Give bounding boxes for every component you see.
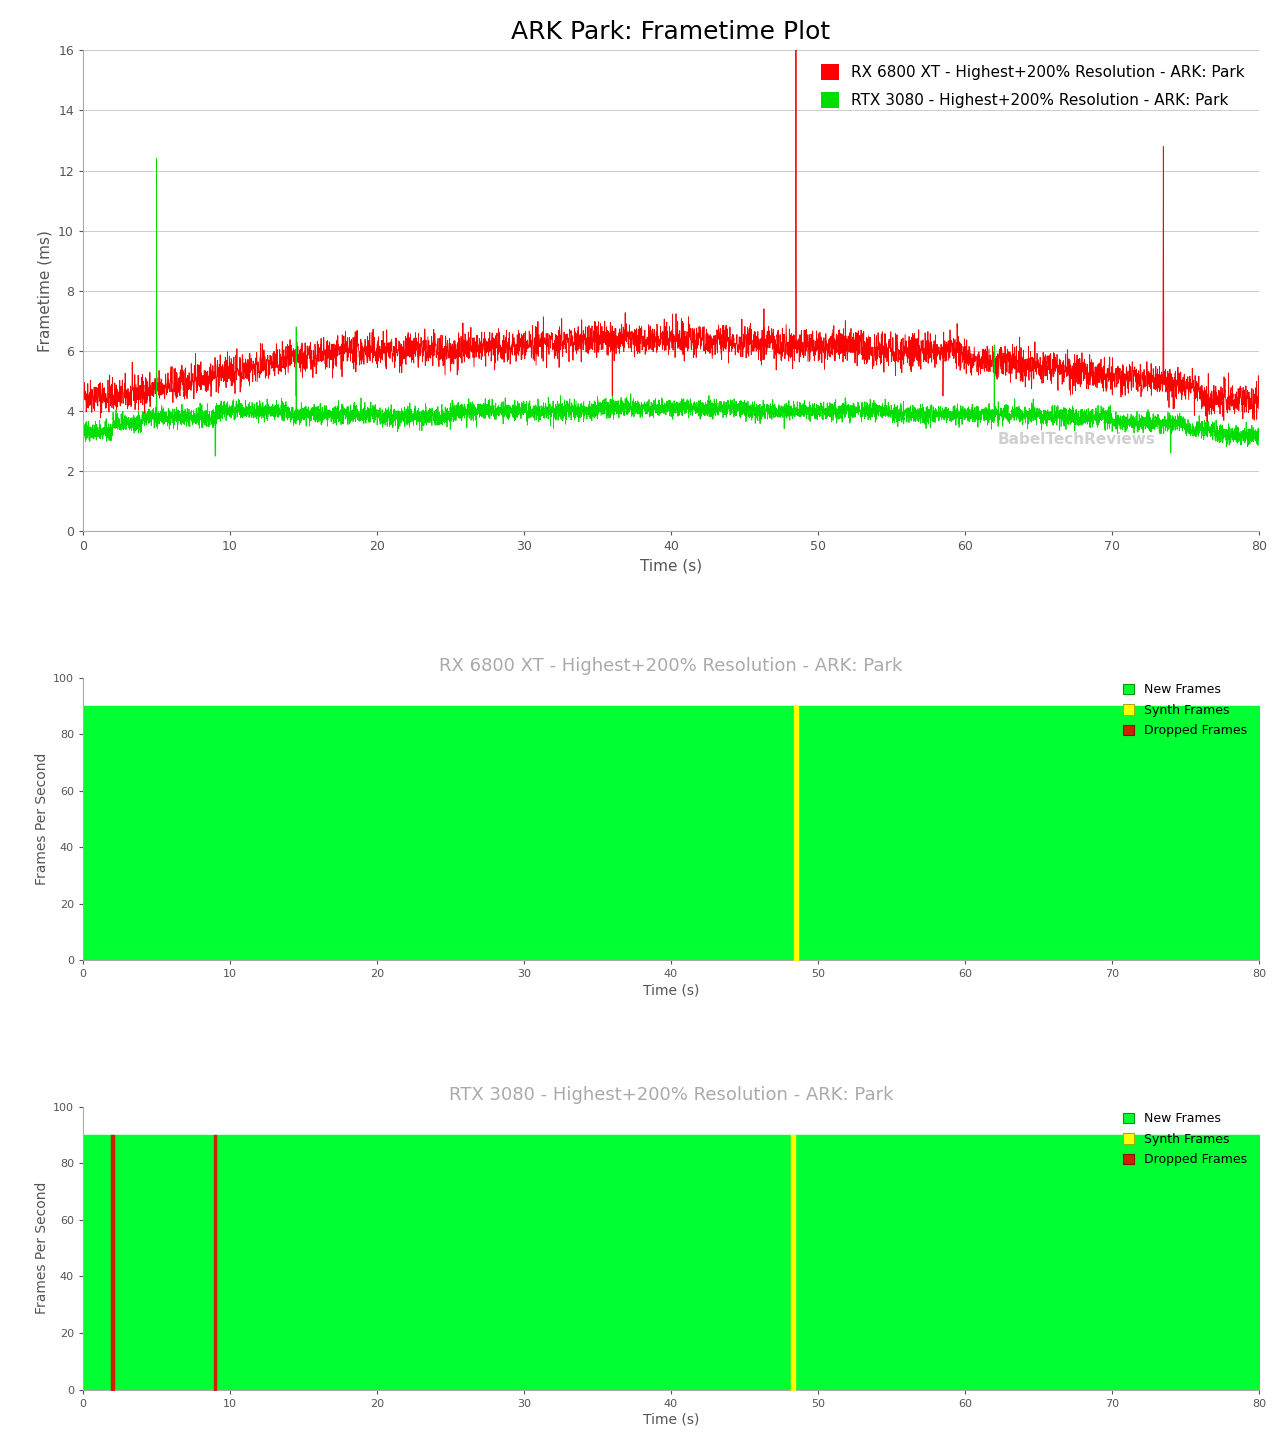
Title: ARK Park: Frametime Plot: ARK Park: Frametime Plot [511, 20, 831, 45]
Y-axis label: Frames Per Second: Frames Per Second [35, 753, 49, 886]
Y-axis label: Frames Per Second: Frames Per Second [35, 1182, 49, 1315]
Legend: New Frames, Synth Frames, Dropped Frames: New Frames, Synth Frames, Dropped Frames [1118, 1107, 1252, 1171]
Legend: RX 6800 XT - Highest+200% Resolution - ARK: Park, RTX 3080 - Highest+200% Resolu: RX 6800 XT - Highest+200% Resolution - A… [815, 58, 1251, 114]
X-axis label: Time (s): Time (s) [643, 984, 699, 998]
Title: RX 6800 XT - Highest+200% Resolution - ARK: Park: RX 6800 XT - Highest+200% Resolution - A… [440, 657, 902, 675]
Y-axis label: Frametime (ms): Frametime (ms) [37, 230, 52, 351]
Legend: New Frames, Synth Frames, Dropped Frames: New Frames, Synth Frames, Dropped Frames [1118, 678, 1252, 742]
X-axis label: Time (s): Time (s) [643, 1413, 699, 1427]
Text: BabelTechReviews: BabelTechReviews [998, 432, 1155, 448]
X-axis label: Time (s): Time (s) [640, 559, 702, 573]
Title: RTX 3080 - Highest+200% Resolution - ARK: Park: RTX 3080 - Highest+200% Resolution - ARK… [449, 1086, 893, 1104]
